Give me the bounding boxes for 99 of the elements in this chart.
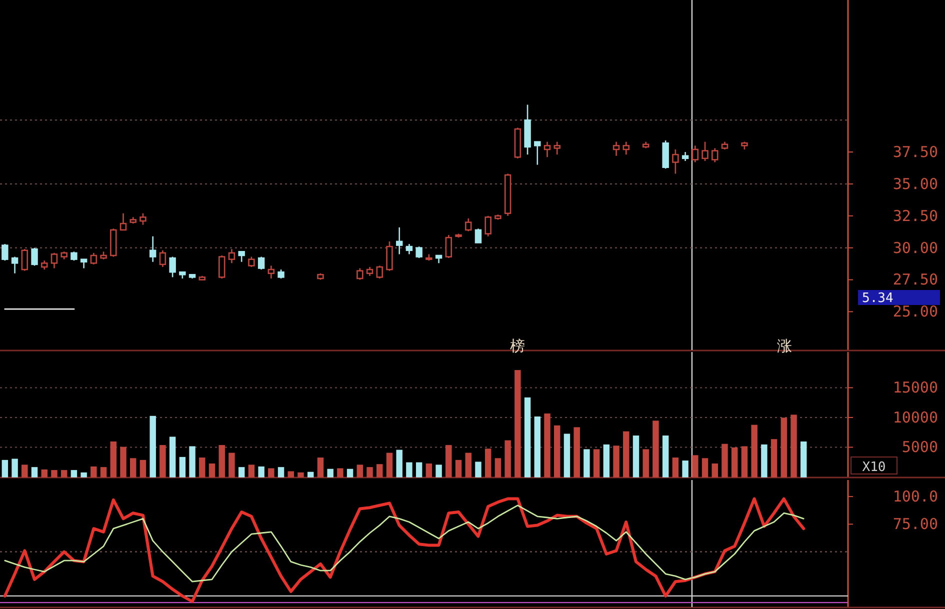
bar [426,464,432,478]
bar [731,447,738,478]
bar [632,436,640,478]
bar [475,462,482,478]
bar [593,449,600,478]
bar [31,467,38,478]
bar [386,452,393,478]
bar [179,456,186,478]
line-series [4,504,804,582]
bar [770,439,778,478]
bar [208,464,216,478]
bar [70,470,78,478]
bar [317,458,324,478]
bar [682,460,688,478]
bar [298,472,304,478]
bar [248,464,255,478]
bar [80,472,87,478]
bar [288,471,294,478]
y-tick-label: 10000 [892,408,938,426]
bar [150,416,156,478]
bar [199,458,206,478]
bar [544,414,550,478]
bar [268,468,274,478]
bar [702,458,708,478]
bar [406,462,412,478]
bar [662,436,669,478]
bar [455,460,462,478]
bar [484,448,492,478]
bar [652,420,659,478]
y-axis-title: X10 [862,460,886,475]
bar [90,466,97,478]
line-series [3,497,806,603]
y-tick-label: 75.00 [892,515,938,534]
bar [751,424,758,478]
y-tick-label: 32.50 [892,206,938,225]
bar [465,452,472,478]
bar [514,370,521,478]
bar [623,431,630,478]
bar [346,468,354,478]
bar [780,418,788,478]
bar [376,464,383,478]
bar [603,444,610,478]
y-tick-label: 37.50 [892,143,938,162]
bar [22,464,28,478]
bar [613,446,620,478]
y-tick-label: 15000 [892,378,938,397]
text: 5.34 [862,291,894,306]
bar [436,464,442,478]
bar [258,466,264,478]
bar [396,450,402,478]
bar [446,445,452,478]
bar [140,460,146,478]
bar [60,470,68,478]
bar [534,416,541,478]
bar [189,446,196,478]
annotation: 榜 [510,337,525,355]
bar [761,444,768,478]
bar [130,458,136,478]
bar [169,436,176,478]
bar [238,467,245,478]
bar [524,397,531,478]
bar [416,462,422,478]
bar [366,467,373,478]
bar [307,472,314,478]
bar [672,458,679,478]
bar [2,460,8,478]
bar [228,452,235,478]
bar [110,441,117,478]
y-tick-label: 30.00 [892,238,938,257]
bar [741,446,748,478]
bar [218,445,225,478]
bar [356,464,364,478]
bar [12,458,18,478]
bar [160,445,166,478]
bar [41,469,48,478]
bar [712,464,718,478]
bar [337,468,344,478]
bar [120,446,126,478]
bar [494,458,502,478]
bar [278,467,284,478]
bar [51,470,58,478]
y-tick-label: 100.0 [892,488,938,506]
bar [692,455,698,478]
bar [564,434,570,478]
y-tick-label: 5000 [902,438,938,456]
bar [574,427,580,478]
y-tick-label: 35.00 [892,174,938,193]
bar [584,449,590,478]
y-tick-label: 25.00 [892,302,938,321]
annotation: 涨 [776,337,792,355]
bar [504,440,511,478]
bar [100,467,107,478]
bar [327,468,334,478]
bar [642,449,649,478]
bar [790,414,797,478]
bar [722,444,728,478]
bar [800,441,807,478]
y-tick-label: 27.50 [892,270,938,289]
bar [554,425,560,478]
